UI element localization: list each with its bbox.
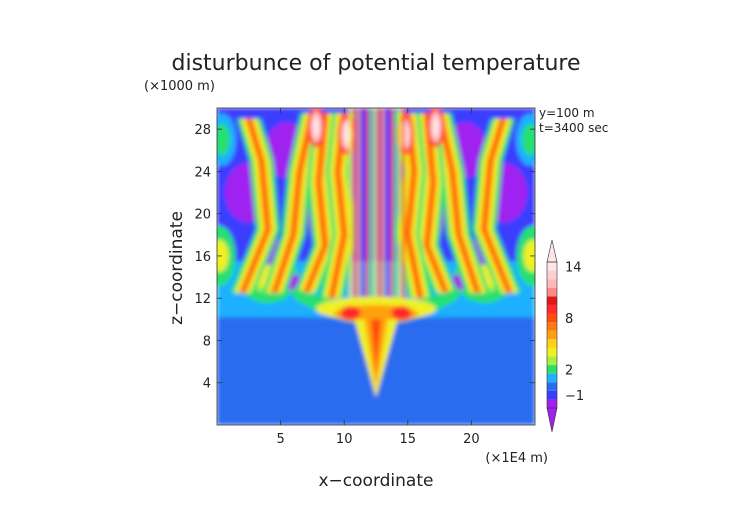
field-patch: [327, 113, 349, 299]
colorbar-tick-label: 8: [565, 312, 573, 327]
y-axis-label: z−coordinate: [167, 211, 187, 325]
y-tick-label: 20: [194, 208, 211, 223]
colorbar-segment: [547, 399, 557, 408]
field-patch: [217, 239, 229, 272]
colorbar-max-arrow: [546, 239, 558, 263]
x-axis-unit: (×1E4 m): [485, 451, 548, 466]
field-patch: [238, 118, 272, 293]
colorbar-segment: [547, 313, 557, 323]
field-patch: [313, 116, 320, 139]
colorbar-min-arrow: [546, 407, 558, 433]
plot-frame: [216, 107, 536, 426]
colorbar-segment: [547, 296, 557, 305]
y-tick-label: 28: [194, 123, 211, 138]
colorbar-frame: [546, 261, 558, 409]
field-patch: [398, 108, 401, 304]
field-patch: [482, 118, 512, 293]
field-patch: [402, 108, 405, 304]
x-tick-label: 5: [276, 432, 284, 447]
field-patch: [521, 123, 535, 156]
colorbar-segment: [547, 279, 557, 288]
colorbar-segment: [547, 330, 557, 340]
field-patch: [349, 108, 352, 304]
colorbar-segment: [547, 262, 557, 271]
x-axis: 5 10 15 20: [276, 108, 480, 447]
y-axis-unit: (×1000 m): [144, 79, 215, 94]
x-tick-label: 10: [336, 432, 353, 447]
field-patch: [432, 116, 439, 139]
field-patch: [329, 113, 346, 299]
annotation-t: t=3400 sec: [539, 121, 608, 135]
field-patch: [217, 123, 231, 156]
field-patch: [272, 113, 314, 293]
colorbar-tick-label: −1: [565, 389, 584, 404]
plot-area: [217, 108, 535, 425]
field-patch: [270, 113, 317, 293]
colorbar-segment: [547, 382, 557, 391]
colorbar: −1 2 8 14: [546, 239, 584, 433]
field-patch: [377, 108, 381, 304]
colorbar-segment: [547, 347, 557, 357]
field-patch: [385, 108, 389, 304]
colorbar-segment: [547, 356, 557, 366]
field-patch: [370, 319, 382, 373]
colorbar-segment: [547, 365, 557, 374]
colorbar-segment: [547, 304, 557, 314]
y-tick-label: 4: [203, 377, 211, 392]
x-axis-label: x−coordinate: [319, 471, 434, 491]
field-patch: [480, 118, 514, 293]
field-patch: [240, 118, 270, 293]
field-patch: [373, 108, 377, 304]
colorbar-tick-label: 14: [565, 260, 582, 275]
field-patch: [523, 239, 535, 272]
y-axis: 4 8 12 16 20 24 28: [194, 123, 535, 392]
field-patch: [406, 113, 423, 299]
field-patch: [394, 108, 397, 304]
field-patch: [403, 113, 425, 299]
field-patch: [438, 113, 480, 293]
field-patch: [381, 108, 385, 304]
x-tick-label: 20: [463, 432, 480, 447]
heatmap-field: [217, 108, 535, 425]
field-patch: [425, 113, 448, 293]
field-patch: [361, 108, 365, 304]
field-patch: [365, 108, 369, 304]
y-tick-label: 8: [203, 334, 211, 349]
field-patch: [391, 305, 412, 320]
field-patch: [369, 108, 373, 304]
field-patch: [340, 305, 361, 320]
colorbar-segment: [547, 339, 557, 348]
field-patch: [304, 113, 327, 293]
field-patch: [435, 113, 482, 293]
field-patch: [357, 108, 361, 304]
y-tick-label: 12: [194, 292, 211, 307]
field-patch: [353, 108, 356, 304]
colorbar-segment: [547, 322, 557, 331]
colorbar-tick-label: 2: [565, 363, 573, 378]
field-patch: [389, 108, 393, 304]
annotation-y: y=100 m: [539, 106, 595, 120]
colorbar-segment: [547, 287, 557, 297]
y-tick-label: 16: [194, 250, 211, 265]
field-patch: [343, 123, 350, 146]
colorbar-segment: [547, 270, 557, 280]
chart-title: disturbunce of potential temperature: [172, 51, 581, 76]
y-tick-label: 24: [194, 165, 211, 180]
x-tick-label: 15: [400, 432, 417, 447]
colorbar-segment: [547, 373, 557, 383]
colorbar-segment: [547, 390, 557, 400]
